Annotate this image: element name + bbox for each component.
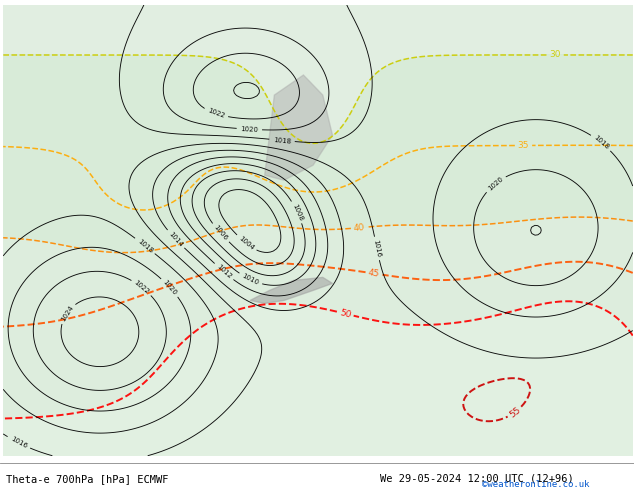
Text: 1018: 1018	[136, 238, 154, 254]
Text: 35: 35	[518, 141, 529, 150]
Text: 1008: 1008	[291, 203, 304, 221]
Text: We 29-05-2024 12:00 UTC (12+96): We 29-05-2024 12:00 UTC (12+96)	[380, 474, 574, 484]
Text: 1022: 1022	[133, 279, 150, 295]
Text: 1016: 1016	[10, 436, 28, 450]
Text: 1018: 1018	[592, 134, 610, 151]
Text: 1012: 1012	[215, 264, 233, 280]
Text: Theta-e 700hPa [hPa] ECMWF: Theta-e 700hPa [hPa] ECMWF	[6, 474, 169, 484]
Text: 1004: 1004	[237, 235, 255, 251]
Text: 1018: 1018	[273, 137, 291, 144]
Text: 50: 50	[339, 308, 352, 319]
Text: 1020: 1020	[240, 126, 259, 133]
Text: 1016: 1016	[372, 239, 382, 258]
Text: 1022: 1022	[207, 108, 225, 120]
Text: 1014: 1014	[167, 230, 184, 248]
Text: 40: 40	[353, 223, 366, 233]
Polygon shape	[250, 277, 332, 303]
Text: 1020: 1020	[487, 175, 504, 192]
Text: 1010: 1010	[241, 273, 260, 286]
Text: 55: 55	[508, 405, 522, 419]
Text: 30: 30	[550, 50, 561, 59]
Polygon shape	[264, 75, 332, 180]
Text: ©weatheronline.co.uk: ©weatheronline.co.uk	[482, 480, 590, 490]
Text: 45: 45	[368, 268, 380, 279]
Text: 1020: 1020	[162, 279, 178, 296]
Text: 1006: 1006	[212, 224, 228, 242]
Text: 1024: 1024	[60, 304, 74, 322]
